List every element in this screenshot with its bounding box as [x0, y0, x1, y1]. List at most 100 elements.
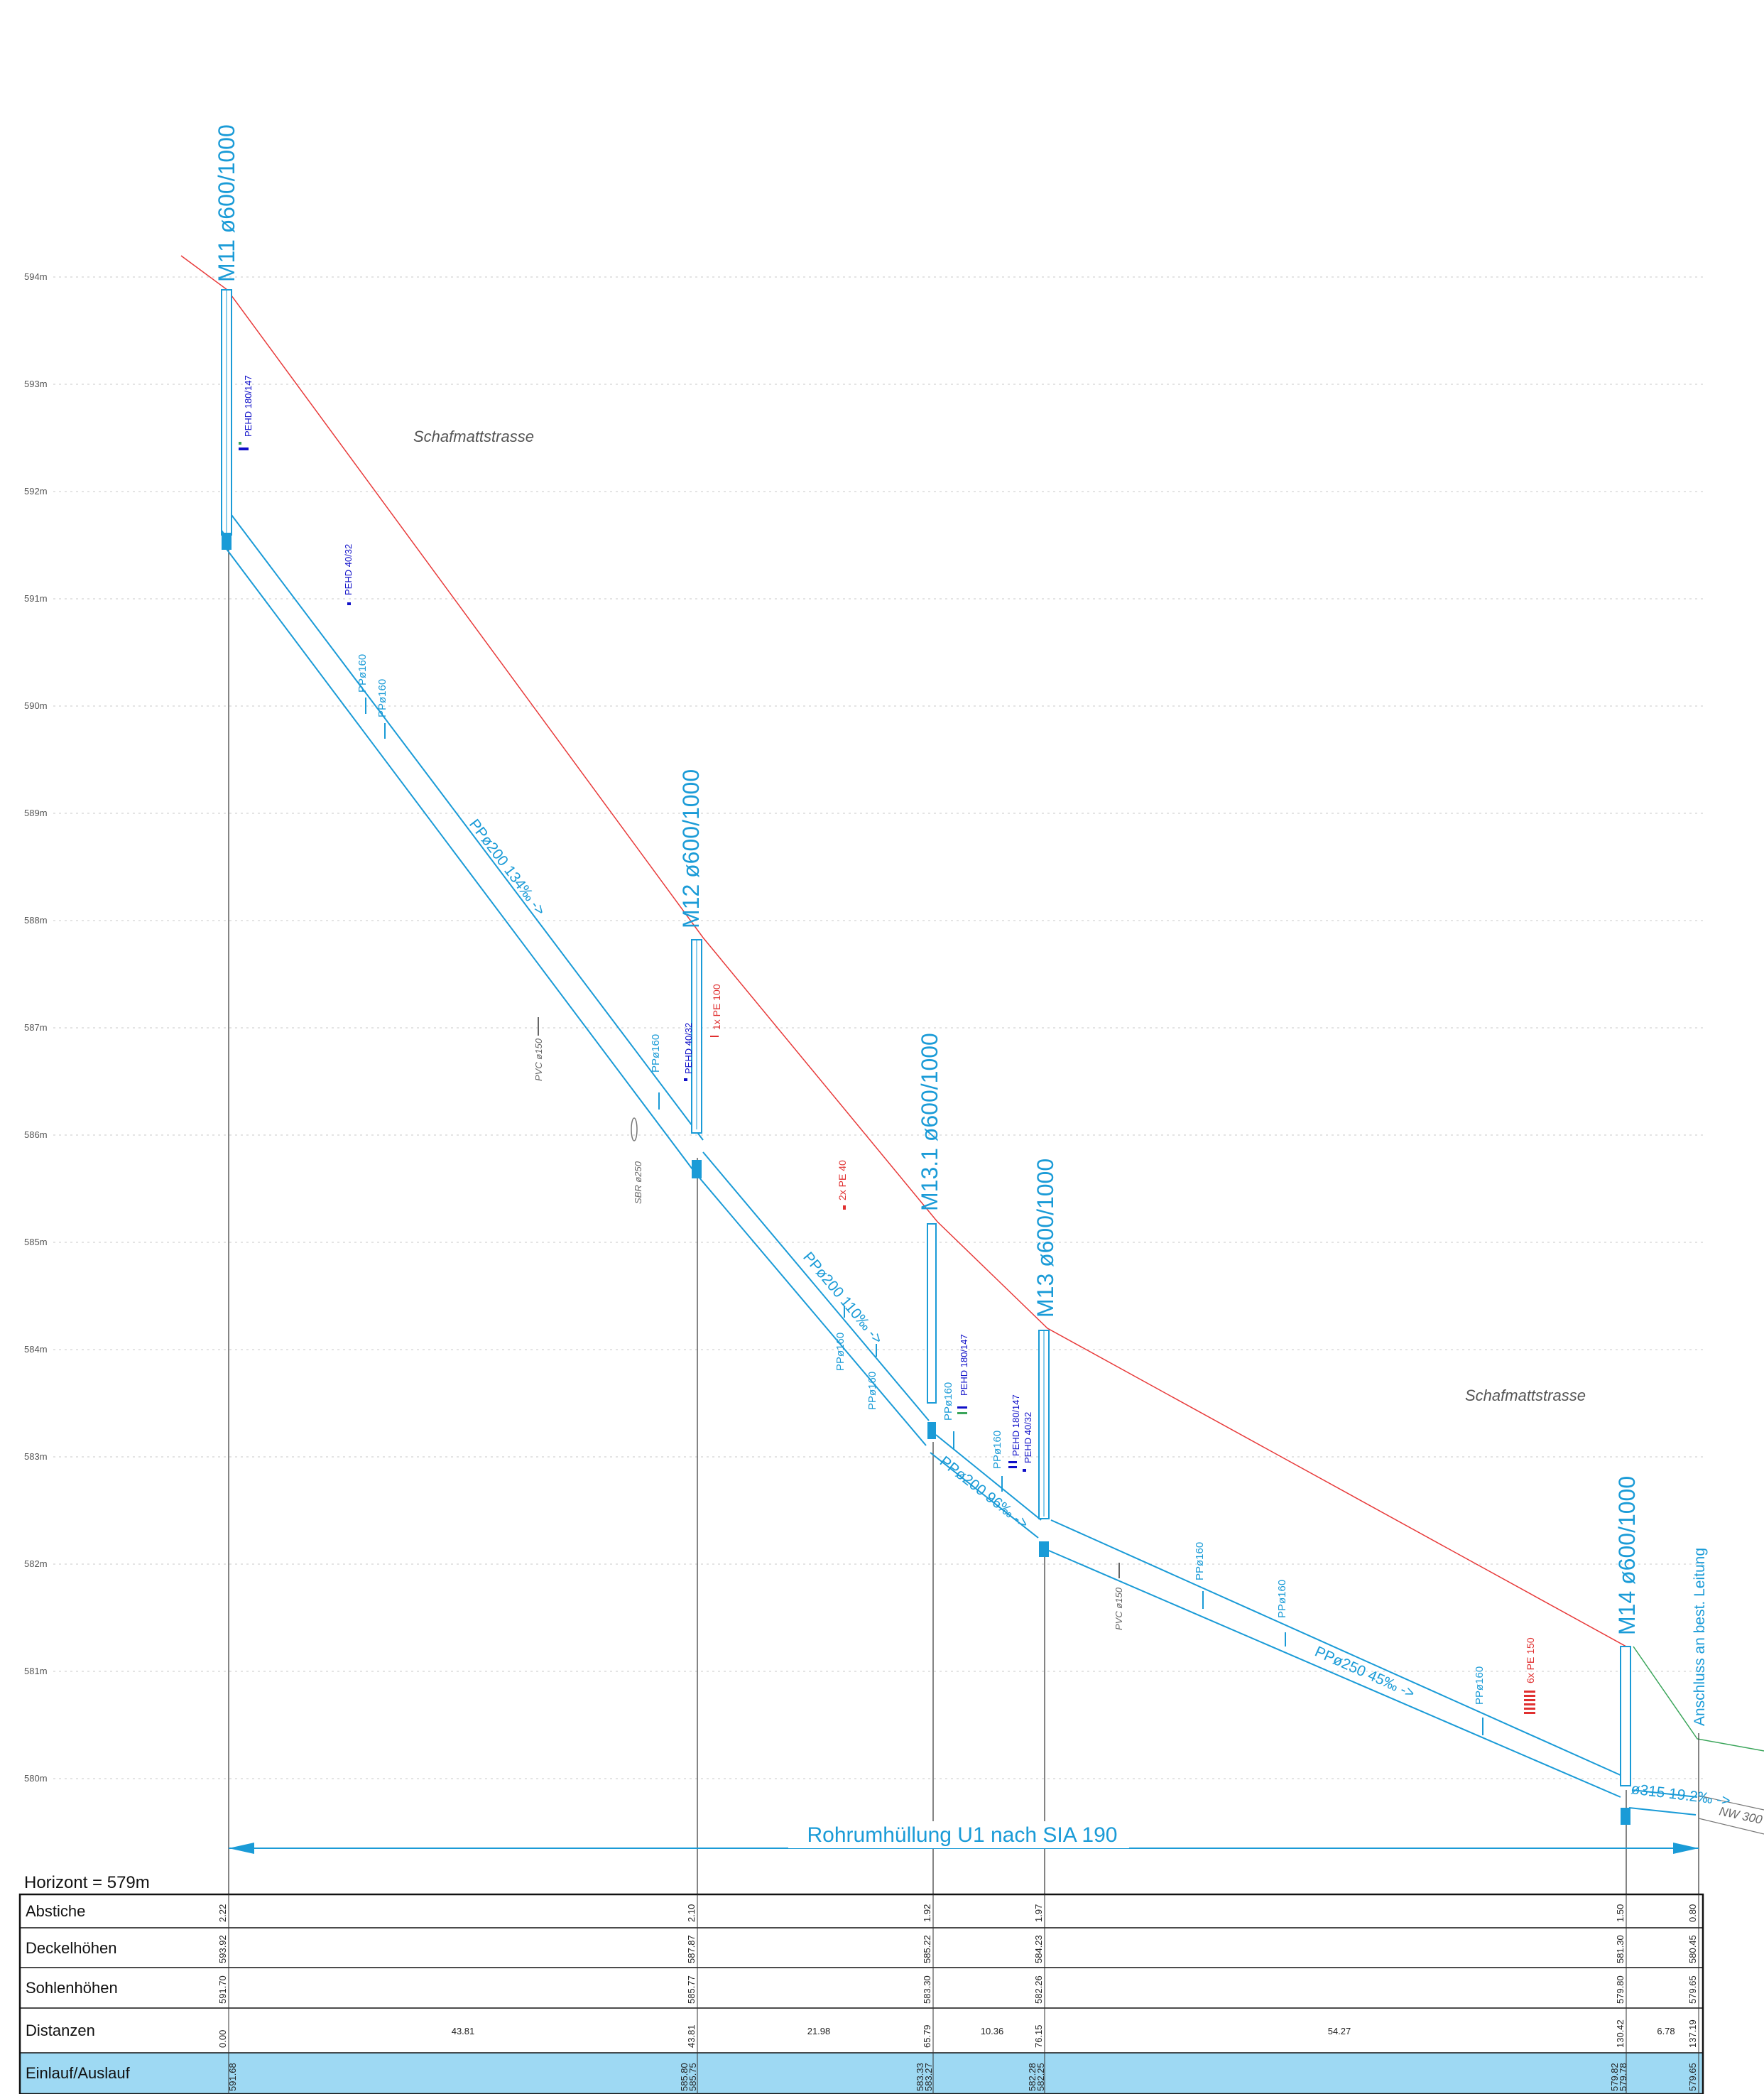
pipe-m11-m12: [231, 514, 704, 1141]
segment-distance: 21.98: [807, 2026, 831, 2036]
elevation-label: 592m: [24, 486, 48, 497]
sohle-value: 582.26: [1033, 1975, 1044, 2004]
manhole-m12: M12 ø600/1000: [678, 769, 704, 1178]
manhole-m13-1: M13.1 ø600/1000: [917, 1033, 942, 1439]
svg-text:PPø160: PPø160: [866, 1372, 878, 1410]
svg-text:PPø160: PPø160: [1474, 1666, 1486, 1705]
pipe-m14-existing: [1628, 1807, 1697, 1816]
crossing-pp160: PPø160: [1474, 1666, 1486, 1735]
deckel-value: 584.23: [1033, 1935, 1044, 1963]
svg-text:PPø160: PPø160: [1276, 1580, 1288, 1618]
manhole-label: M13.1 ø600/1000: [917, 1033, 942, 1211]
crossing-pp160: PPø160: [942, 1382, 954, 1449]
elevation-label: 591m: [24, 593, 48, 604]
abstich-value: 2.10: [686, 1904, 697, 1922]
elevation-label: 588m: [24, 915, 48, 926]
svg-text:2x PE 40: 2x PE 40: [837, 1160, 848, 1200]
elevation-label: 593m: [24, 379, 48, 389]
pipe-label: ø315 19.2‰ ->: [1630, 1781, 1731, 1809]
elevation-label: 581m: [24, 1666, 48, 1676]
existing-pipe-label: NW 300: [1718, 1804, 1764, 1826]
svg-text:PEHD 40/32: PEHD 40/32: [343, 544, 354, 595]
horizont-label: Horizont = 579m: [24, 1873, 150, 1892]
elevation-label: 582m: [24, 1558, 48, 1569]
pipe-m13-m14: [1043, 1548, 1621, 1798]
crossing-pehd-180: PEHD 180/147: [239, 375, 254, 450]
elevation-label: 589m: [24, 808, 48, 818]
svg-text:PPø160: PPø160: [376, 679, 388, 717]
segment-distance: 6.78: [1657, 2026, 1675, 2036]
inout-value: 579.78: [1618, 2063, 1628, 2091]
pipe-m14-existing: [1631, 1789, 1698, 1798]
abstich-value: 1.97: [1033, 1904, 1044, 1922]
row-title: Deckelhöhen: [26, 1939, 116, 1957]
crossing-pp160: PPø160: [1276, 1580, 1288, 1647]
crossing-pvc150: PVC ø150: [1114, 1563, 1124, 1630]
crossing-pe150: 6x PE 150: [1524, 1637, 1536, 1714]
elevation-grid: [53, 276, 1703, 1779]
inout-value: 583.33: [915, 2063, 925, 2091]
manhole-label: M13 ø600/1000: [1033, 1159, 1058, 1318]
manhole-label: M12 ø600/1000: [678, 769, 704, 928]
inout-value: 582.28: [1027, 2063, 1038, 2091]
crossing-pe40: 2x PE 40: [837, 1160, 848, 1210]
crossing-pvc150: PVC ø150: [533, 1017, 544, 1081]
existing-terrain-line: [1633, 1646, 1764, 1752]
manhole-m14: M14 ø600/1000: [1614, 1476, 1640, 1825]
crossing-pehd-180: PEHD 180/147: [1008, 1394, 1021, 1468]
station-value: 0.00: [217, 2030, 228, 2048]
sohle-value: 583.30: [922, 1975, 932, 2004]
crossing-sbr250: SBR ø250: [631, 1117, 643, 1204]
pipe-m12-m13-1: [702, 1151, 930, 1421]
elevation-label: 590m: [24, 700, 48, 711]
crossing-pp160: PPø160: [991, 1431, 1003, 1492]
segment-distance: 54.27: [1328, 2026, 1351, 2036]
profile-table: Abstiche Deckelhöhen Sohlenhöhen Distanz…: [18, 1893, 1704, 2094]
elevation-labels: 594m 593m 592m 591m 590m 589m 588m 587m …: [24, 271, 48, 1784]
manhole-m11: M11 ø600/1000: [214, 124, 239, 550]
svg-text:PEHD 180/147: PEHD 180/147: [243, 375, 254, 437]
sohle-value: 585.77: [686, 1975, 697, 2004]
bedding-dimension: Rohrumhüllung U1 nach SIA 190: [229, 1821, 1699, 1854]
elevation-label: 584m: [24, 1344, 48, 1355]
deckel-value: 581.30: [1615, 1935, 1626, 1963]
svg-text:PPø160: PPø160: [942, 1382, 954, 1421]
row-title: Distanzen: [26, 2022, 95, 2039]
deckel-value: 580.45: [1687, 1935, 1698, 1963]
crossing-pe100: 1x PE 100: [710, 984, 722, 1037]
svg-text:PPø160: PPø160: [834, 1333, 846, 1371]
pipe-m11-m12: [222, 543, 695, 1173]
crossing-pp160: PPø160: [650, 1034, 662, 1110]
abstich-value: 0.80: [1687, 1904, 1698, 1922]
manhole-m13: M13 ø600/1000: [1033, 1159, 1058, 1557]
station-value: 76.15: [1033, 2024, 1044, 2048]
sohle-value: 579.80: [1615, 1975, 1626, 2004]
svg-text:PPø160: PPø160: [1194, 1542, 1206, 1580]
bedding-note: Rohrumhüllung U1 nach SIA 190: [807, 1823, 1118, 1847]
elevation-label: 594m: [24, 271, 48, 282]
station-value: 137.19: [1687, 2019, 1698, 2048]
inout-value: 582.25: [1035, 2063, 1046, 2091]
inout-value: 579.82: [1609, 2063, 1620, 2091]
crossing-pehd-40: PEHD 40/32: [683, 1023, 694, 1081]
row-title: Sohlenhöhen: [26, 1979, 118, 1997]
svg-text:PEHD 40/32: PEHD 40/32: [683, 1023, 694, 1074]
pipe-label: PPø250 45‰ ->: [1312, 1644, 1417, 1702]
pipe-label: PPø200 96‰ ->: [937, 1453, 1031, 1532]
inout-value: 585.80: [679, 2063, 690, 2091]
inout-value: 585.75: [687, 2063, 698, 2091]
sohle-value: 591.70: [217, 1975, 228, 2004]
row-title: Abstiche: [26, 1902, 85, 1920]
abstich-value: 2.22: [217, 1904, 228, 1922]
elevation-label: 583m: [24, 1451, 48, 1462]
existing-pipe: [1698, 1795, 1764, 1835]
inout-value: 583.27: [923, 2063, 934, 2091]
deckel-value: 587.87: [686, 1935, 697, 1963]
terrain-line: [180, 255, 1627, 1647]
crossing-pp160: PPø160: [834, 1306, 846, 1371]
elevation-label: 585m: [24, 1237, 48, 1247]
segment-distance: 10.36: [981, 2026, 1004, 2036]
svg-text:PEHD 180/147: PEHD 180/147: [959, 1334, 969, 1396]
pipe-m12-m13-1: [694, 1171, 927, 1446]
